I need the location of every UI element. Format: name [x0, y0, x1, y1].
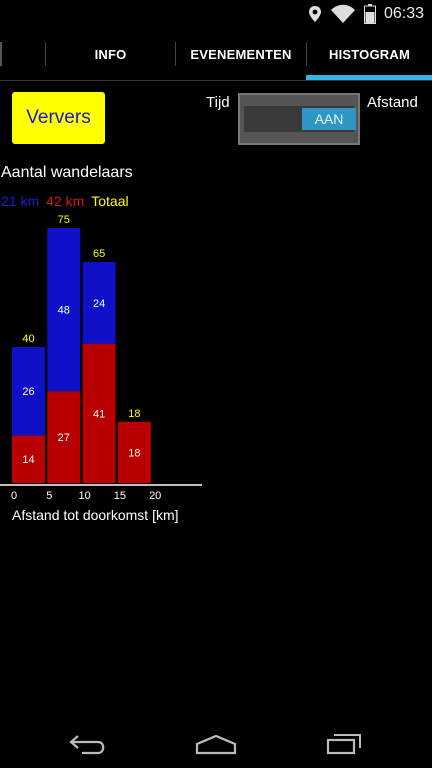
- bar-total-label: 18: [128, 408, 140, 420]
- back-button[interactable]: [58, 728, 118, 760]
- recent-apps-icon: [326, 734, 361, 755]
- tab-separator: [306, 42, 307, 66]
- bar-42km-label: 27: [58, 432, 70, 444]
- tab-info[interactable]: INFO: [94, 46, 127, 62]
- toggle-thumb[interactable]: AAN: [302, 108, 356, 130]
- tab-histogram[interactable]: HISTOGRAM: [328, 46, 410, 62]
- bar-total-label: 40: [22, 333, 34, 345]
- legend-42km: 42 km: [46, 193, 85, 209]
- home-icon: [195, 734, 237, 755]
- bar-42km-label: 41: [93, 408, 105, 420]
- wifi-icon: [330, 4, 355, 23]
- tab-evenementen[interactable]: EVENEMENTEN: [190, 46, 292, 62]
- x-tick-label: 5: [46, 490, 52, 502]
- tab-separator: [45, 42, 46, 66]
- location-icon: [308, 6, 321, 22]
- x-tick-label: 20: [149, 490, 161, 502]
- bar-21km-label: 24: [93, 298, 105, 310]
- tab-bar: INFO EVENEMENTEN HISTOGRAM: [0, 28, 432, 81]
- mode-toggle[interactable]: AAN: [238, 93, 360, 145]
- refresh-button[interactable]: Ververs: [12, 92, 105, 144]
- x-tick-label: 15: [114, 490, 126, 502]
- legend-21km: 21 km: [1, 193, 40, 209]
- bar-42km-label: 18: [128, 447, 140, 459]
- histogram-chart: 14 26 40 27 48 75 41 24 65 18 18 0 5 10 15 20: [0, 215, 202, 502]
- recent-apps-button[interactable]: [314, 728, 374, 760]
- navigation-bar: [0, 720, 432, 768]
- back-icon: [69, 735, 105, 755]
- tab-selected-indicator: [306, 75, 432, 80]
- bar-42km: [12, 435, 45, 483]
- home-button[interactable]: [186, 728, 246, 760]
- x-axis-label: Afstand tot doorkomst [km]: [12, 507, 179, 523]
- bar-21km: [82, 262, 116, 344]
- status-icons: 06:33: [308, 4, 424, 24]
- bar-42km: [47, 391, 81, 483]
- x-tick-label: 0: [11, 490, 17, 502]
- time-mode-label: Tijd: [206, 94, 230, 111]
- bar-21km: [47, 228, 81, 392]
- bar-42km: [82, 343, 116, 483]
- chart-legend: 21 km 42 km Totaal: [1, 193, 129, 209]
- bar-total-label: 65: [93, 248, 105, 260]
- bar-21km-label: 48: [58, 305, 70, 317]
- bar-21km: [12, 347, 45, 436]
- x-tick-label: 10: [78, 490, 90, 502]
- status-bar: 06:33: [0, 0, 432, 28]
- legend-total: Totaal: [91, 193, 129, 209]
- tab-separator: [0, 42, 2, 66]
- status-time: 06:33: [383, 5, 424, 22]
- battery-icon: [363, 4, 376, 24]
- distance-mode-label: Afstand: [367, 94, 418, 111]
- chart-title: Aantal wandelaars: [1, 164, 133, 181]
- bar-42km: [117, 421, 151, 483]
- bar-total-label: 75: [58, 215, 70, 226]
- bar-21km-label: 26: [22, 386, 34, 398]
- bar-42km-label: 14: [22, 454, 34, 466]
- tab-separator: [175, 42, 176, 66]
